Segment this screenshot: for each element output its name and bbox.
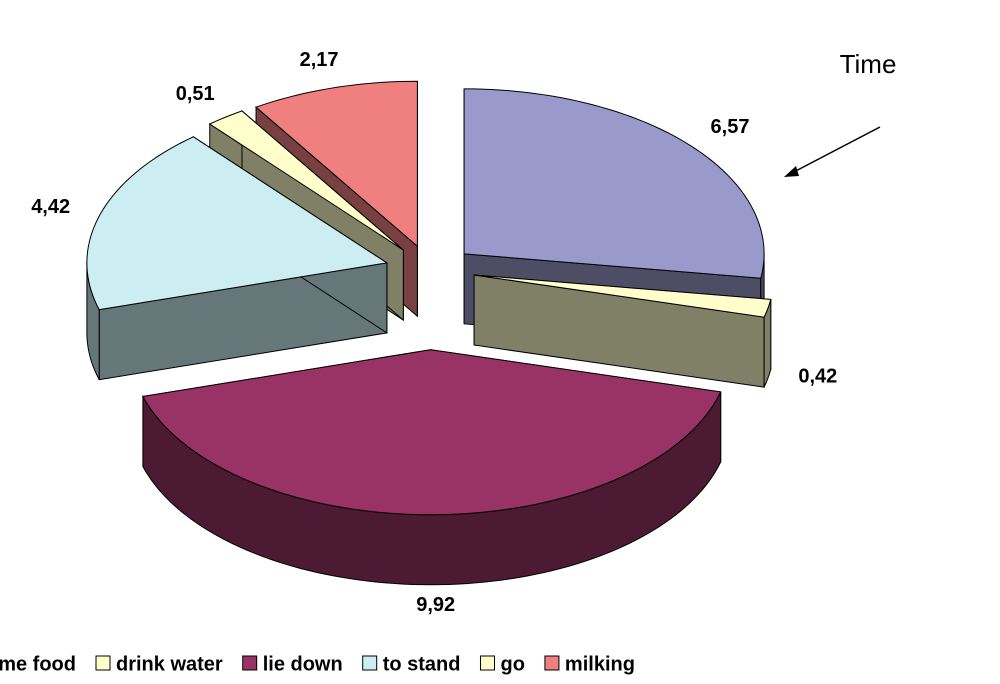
slice <box>255 80 418 248</box>
legend-swatch <box>479 655 495 671</box>
slice <box>463 88 765 279</box>
slice <box>86 136 389 311</box>
legend-swatch <box>95 655 111 671</box>
legend-swatch <box>242 655 258 671</box>
legend-label: milking <box>565 653 635 675</box>
data-label: 2,17 <box>300 49 339 71</box>
slice <box>474 274 772 318</box>
annotation-arrow <box>789 126 881 175</box>
data-label: 9,92 <box>416 594 455 616</box>
data-label: 6,57 <box>711 116 750 138</box>
legend-label: drink water <box>116 653 223 675</box>
legend-swatch <box>544 655 560 671</box>
legend-swatch <box>362 655 378 671</box>
annotation: Time <box>840 49 897 79</box>
legend-label: time food <box>0 653 76 675</box>
legend-label: go <box>500 653 524 675</box>
legend-label: lie down <box>263 653 343 675</box>
slice <box>208 110 404 251</box>
data-label: 0,51 <box>176 83 215 105</box>
annotation-arrowhead <box>784 166 799 177</box>
slice <box>142 349 722 516</box>
data-label: 4,42 <box>31 196 70 218</box>
legend-label: to stand <box>383 653 461 675</box>
data-label: 0,42 <box>798 365 837 387</box>
